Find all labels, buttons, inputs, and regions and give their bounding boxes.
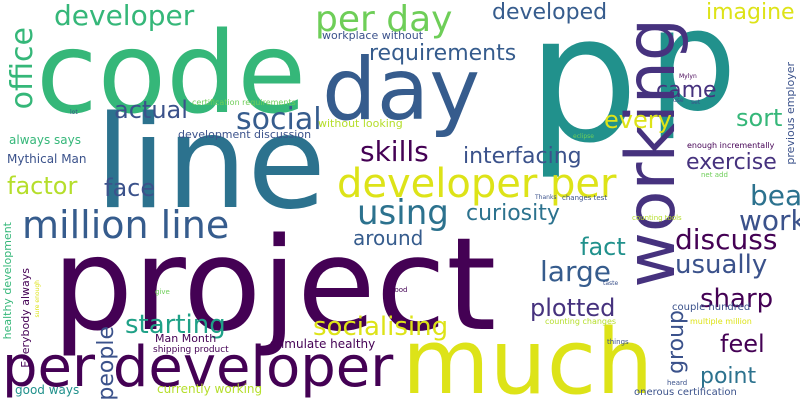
word-shipping-product: shipping product bbox=[153, 345, 229, 355]
word-counting-tools: counting tools bbox=[632, 214, 682, 222]
word-line: line bbox=[95, 89, 326, 238]
word-thanks: Thanks bbox=[535, 194, 557, 201]
word-things: things bbox=[607, 338, 629, 346]
word-enough-incrementally: enough incrementally bbox=[687, 141, 775, 150]
word-multiple-million: multiple million bbox=[690, 317, 752, 326]
word-project: project bbox=[52, 211, 497, 360]
word-imagine: imagine bbox=[706, 0, 795, 25]
word-plotted: plotted bbox=[530, 294, 616, 322]
word-changes-test: changes test bbox=[562, 194, 608, 202]
word-fact: fact bbox=[580, 233, 626, 261]
word-starting: starting bbox=[125, 310, 226, 340]
word-without-looking: without looking bbox=[318, 117, 403, 130]
word-give: give bbox=[155, 288, 170, 296]
word-lot: lot bbox=[70, 109, 78, 116]
word-curiosity: curiosity bbox=[466, 201, 560, 226]
word-always-says: always says bbox=[9, 133, 81, 147]
word-skills: skills bbox=[360, 135, 429, 168]
word-sure-enough: sure enough bbox=[34, 280, 41, 318]
word-group: group bbox=[664, 310, 689, 374]
word-every: every bbox=[604, 106, 672, 134]
word-previous-employer: previous employer bbox=[784, 62, 797, 165]
word-per-developer: per developer bbox=[2, 335, 394, 400]
word-developer-per: developer per bbox=[337, 161, 617, 207]
word-office: office bbox=[5, 27, 40, 110]
word-developed: developed bbox=[492, 0, 608, 25]
word-counting-changes: counting changes bbox=[545, 317, 617, 326]
word-large: large bbox=[540, 255, 611, 288]
word-mylyn: Mylyn bbox=[679, 73, 697, 80]
word-usually: usually bbox=[675, 250, 768, 280]
word-came: came bbox=[656, 78, 717, 103]
word-day: day bbox=[322, 40, 481, 140]
word-heard: heard bbox=[667, 379, 688, 387]
word-requirements: requirements bbox=[369, 41, 517, 66]
word-good-ways: good ways bbox=[15, 383, 80, 397]
word-onerous-certification: onerous certification bbox=[634, 387, 737, 398]
word-per-day: per day bbox=[315, 0, 453, 40]
word-couple-hundred: couple hundred bbox=[672, 302, 751, 313]
word-taste: taste bbox=[603, 280, 619, 287]
word-currently-working: currently working bbox=[157, 382, 263, 396]
word-face: face bbox=[104, 174, 156, 202]
word-workplace-without: workplace without bbox=[322, 29, 424, 42]
word-using: using bbox=[357, 193, 449, 233]
word-stimulate-healthy: stimulate healthy bbox=[270, 337, 376, 351]
word-feel: feel bbox=[720, 330, 765, 358]
word-p-1: p bbox=[527, 0, 639, 182]
word-actual: actual bbox=[114, 96, 188, 124]
word-healthy-development: healthy development bbox=[1, 222, 14, 340]
word-beat: beat bbox=[750, 179, 800, 212]
word-much: much bbox=[402, 310, 654, 400]
word-net-add: net add bbox=[701, 171, 728, 179]
word-mythical-man: Mythical Man bbox=[7, 152, 87, 166]
word-use: use bbox=[673, 97, 684, 104]
word-sort: sort bbox=[736, 104, 783, 132]
word-social: social bbox=[236, 102, 322, 137]
word-certification-requirements: certification requirements bbox=[192, 98, 296, 107]
word-development-discussion: development discussion bbox=[178, 128, 312, 141]
word-discuss: discuss bbox=[675, 223, 778, 256]
word-good: good bbox=[390, 286, 408, 294]
word-code: code bbox=[36, 9, 307, 139]
word-set: set bbox=[691, 99, 701, 106]
word-p-2: p bbox=[648, 0, 737, 143]
word-factor: factor bbox=[7, 172, 78, 200]
word-point: point bbox=[700, 364, 757, 389]
word-sharp: sharp bbox=[700, 284, 774, 314]
word-million-line: million line bbox=[22, 203, 230, 247]
word-eclipse: eclipse bbox=[573, 133, 594, 140]
word-socialising: socialising bbox=[313, 312, 449, 342]
word-work: work bbox=[739, 204, 800, 237]
word-man-month: Man Month bbox=[155, 332, 217, 345]
word-people: people bbox=[94, 326, 119, 400]
word-exercise: exercise bbox=[686, 150, 777, 175]
word-around: around bbox=[353, 226, 424, 250]
word-developer: developer bbox=[54, 0, 195, 32]
word-everybody-always: Everybody always bbox=[19, 268, 32, 368]
word-interfacing: interfacing bbox=[463, 144, 582, 169]
